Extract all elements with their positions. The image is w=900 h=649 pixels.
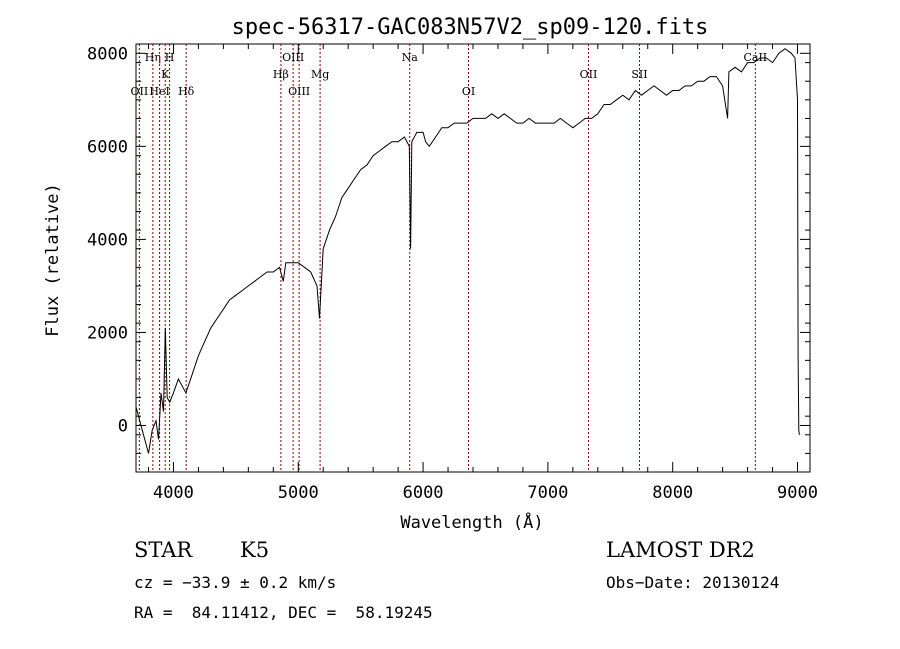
line-label: Hβ bbox=[273, 68, 289, 81]
y-tick-label: 4000 bbox=[87, 230, 128, 250]
chart-title: spec-56317-GAC083N57V2_sp09-120.fits bbox=[232, 15, 709, 40]
line-label: OIII bbox=[288, 85, 310, 98]
line-label: H bbox=[165, 51, 175, 64]
y-tick-label: 2000 bbox=[87, 323, 128, 343]
line-label: SII bbox=[631, 68, 647, 81]
line-label: Hδ bbox=[178, 85, 195, 98]
x-tick-label: 5000 bbox=[278, 483, 319, 503]
x-tick-label: 9000 bbox=[777, 483, 818, 503]
axis-ticks: 4000 5000 6000 7000 8000 9000 0 2000 4000 6000 800… bbox=[87, 43, 818, 503]
coordinates: RA = 84.11412, DEC = 58.19245 bbox=[134, 603, 433, 622]
observation-date: Obs−Date: 20130124 bbox=[606, 573, 780, 592]
x-tick-label: 7000 bbox=[527, 483, 568, 503]
survey-name: LAMOST DR2 bbox=[606, 538, 755, 562]
line-label: OII bbox=[131, 85, 149, 98]
redshift-velocity: cz = −33.9 ± 0.2 km/s bbox=[134, 573, 337, 592]
line-label: OII bbox=[580, 68, 598, 81]
line-label: OI bbox=[462, 85, 475, 98]
line-label: OIII bbox=[282, 51, 304, 64]
y-tick-label: 6000 bbox=[87, 137, 128, 157]
y-tick-label: 8000 bbox=[87, 44, 128, 64]
spectrum-line bbox=[135, 48, 800, 454]
line-label: Mg bbox=[311, 68, 329, 81]
line-label: K bbox=[161, 68, 170, 81]
line-label: Na bbox=[402, 51, 419, 64]
x-tick-label: 4000 bbox=[153, 483, 194, 503]
x-tick-label: 8000 bbox=[652, 483, 693, 503]
line-label: Hη bbox=[145, 51, 161, 64]
y-axis-label: Flux (relative) bbox=[43, 183, 63, 337]
line-label: CaII bbox=[743, 51, 767, 64]
object-class: STAR bbox=[134, 538, 193, 562]
y-tick-label: 0 bbox=[118, 416, 128, 436]
object-subclass: K5 bbox=[240, 538, 270, 562]
plot-frame bbox=[135, 43, 811, 473]
x-tick-label: 6000 bbox=[403, 483, 444, 503]
x-axis-label: Wavelength (Å) bbox=[400, 511, 543, 533]
line-label: HeI bbox=[149, 85, 169, 98]
